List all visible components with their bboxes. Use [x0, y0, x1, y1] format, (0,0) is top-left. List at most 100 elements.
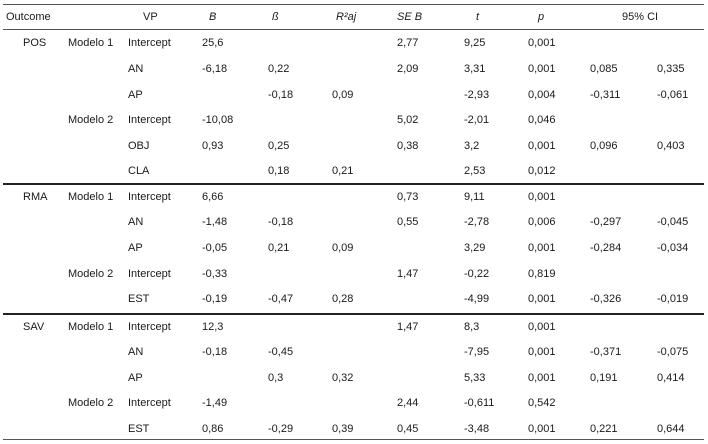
- cell-beta: -0,47: [268, 293, 294, 305]
- cell-p: 0,819: [528, 268, 556, 280]
- cell-ci-lower: -0,297: [590, 216, 622, 228]
- cell-b: 12,3: [202, 321, 224, 333]
- cell-b: -1,48: [202, 216, 228, 228]
- cell-r2aj: 0,39: [332, 423, 354, 435]
- cell-model: Modelo 1: [68, 321, 114, 333]
- cell-seb: 1,47: [397, 321, 419, 333]
- cell-t: -3,48: [464, 423, 490, 435]
- cell-beta: 0,22: [268, 63, 290, 75]
- cell-b: 0,86: [202, 423, 224, 435]
- cell-ci-upper: -0,075: [657, 346, 689, 358]
- cell-vp: EST: [128, 293, 150, 305]
- section-rule-rma: [3, 183, 704, 185]
- cell-t: -7,95: [464, 346, 490, 358]
- cell-p: 0,001: [528, 321, 556, 333]
- cell-vp: OBJ: [128, 140, 150, 152]
- cell-p: 0,001: [528, 191, 556, 203]
- cell-seb: 0,45: [397, 423, 419, 435]
- header-t: t: [476, 11, 480, 23]
- table-row: SAV Modelo 1 Intercept 12,3 1,47 8,3 0,001: [0, 315, 708, 341]
- cell-ci-lower: -0,371: [590, 346, 622, 358]
- cell-p: 0,001: [528, 140, 556, 152]
- cell-ci-upper: 0,414: [657, 372, 685, 384]
- cell-seb: 0,73: [397, 191, 419, 203]
- cell-seb: 2,77: [397, 37, 419, 49]
- cell-ci-lower: -0,326: [590, 293, 622, 305]
- cell-model: Modelo 1: [68, 191, 114, 203]
- table-row: AN -0,18 -0,45 -7,95 0,001 -0,371 -0,075: [0, 340, 708, 366]
- cell-t: 3,2: [464, 140, 480, 152]
- cell-vp: EST: [128, 423, 150, 435]
- cell-ci-lower: -0,284: [590, 242, 622, 254]
- cell-b: -6,18: [202, 63, 228, 75]
- table-row: AP -0,18 0,09 -2,93 0,004 -0,311 -0,061: [0, 83, 708, 109]
- cell-vp: AN: [128, 216, 144, 228]
- cell-b: -1,49: [202, 397, 228, 409]
- table-row: AP 0,3 0,32 5,33 0,001 0,191 0,414: [0, 366, 708, 392]
- cell-p: 0,542: [528, 397, 556, 409]
- table-row: POS Modelo 1 Intercept 25,6 2,77 9,25 0,001: [0, 31, 708, 57]
- cell-r2aj: 0,32: [332, 372, 354, 384]
- cell-ci-lower: 0,096: [590, 140, 618, 152]
- table-row: AN -6,18 0,22 2,09 3,31 0,001 0,085 0,335: [0, 57, 708, 83]
- cell-beta: -0,18: [268, 216, 294, 228]
- cell-vp: Intercept: [128, 191, 171, 203]
- cell-vp: AP: [128, 89, 143, 101]
- cell-vp: Intercept: [128, 268, 171, 280]
- cell-vp: AN: [128, 63, 144, 75]
- cell-vp: Intercept: [128, 397, 171, 409]
- cell-t: 9,11: [464, 191, 485, 203]
- header-seb: SE B: [397, 11, 423, 23]
- cell-t: -2,78: [464, 216, 490, 228]
- cell-b: -0,05: [202, 242, 228, 254]
- cell-b: 25,6: [202, 37, 224, 49]
- cell-ci-lower: 0,191: [590, 372, 618, 384]
- header-rule: [3, 29, 704, 30]
- cell-p: 0,001: [528, 423, 556, 435]
- cell-t: 2,53: [464, 165, 486, 177]
- cell-vp: AN: [128, 346, 144, 358]
- table-row: OBJ 0,93 0,25 0,38 3,2 0,001 0,096 0,403: [0, 134, 708, 160]
- cell-b: -0,33: [202, 268, 228, 280]
- cell-outcome: RMA: [23, 191, 48, 203]
- bottom-rule: [3, 439, 704, 440]
- cell-beta: 0,21: [268, 242, 290, 254]
- top-rule: [3, 4, 704, 5]
- cell-t: 3,29: [464, 242, 486, 254]
- table-row: CLA 0,18 0,21 2,53 0,012: [0, 159, 708, 185]
- cell-p: 0,001: [528, 242, 556, 254]
- cell-vp: Intercept: [128, 114, 171, 126]
- cell-p: 0,001: [528, 346, 556, 358]
- cell-beta: 0,3: [268, 372, 284, 384]
- cell-b: -10,08: [202, 114, 234, 126]
- cell-seb: 2,44: [397, 397, 419, 409]
- cell-model: Modelo 2: [68, 114, 114, 126]
- table-row: RMA Modelo 1 Intercept 6,66 0,73 9,11 0,001: [0, 185, 708, 211]
- header-ci: 95% CI: [622, 11, 659, 23]
- cell-r2aj: 0,09: [332, 89, 354, 101]
- cell-p: 0,006: [528, 216, 556, 228]
- cell-r2aj: 0,21: [332, 165, 354, 177]
- cell-b: 0,93: [202, 140, 224, 152]
- cell-vp: AP: [128, 242, 143, 254]
- cell-t: -0,611: [464, 397, 495, 409]
- cell-model: Modelo 2: [68, 397, 114, 409]
- header-r2aj: R²aj: [336, 11, 357, 23]
- cell-ci-upper: -0,034: [657, 242, 689, 254]
- cell-ci-lower: -0,311: [590, 89, 621, 101]
- cell-beta: -0,18: [268, 89, 294, 101]
- cell-p: 0,004: [528, 89, 556, 101]
- cell-beta: 0,18: [268, 165, 290, 177]
- table-row: Modelo 2 Intercept -10,08 5,02 -2,01 0,046: [0, 108, 708, 134]
- cell-p: 0,001: [528, 372, 556, 384]
- cell-ci-upper: -0,019: [657, 293, 689, 305]
- cell-beta: 0,25: [268, 140, 290, 152]
- cell-seb: 1,47: [397, 268, 419, 280]
- cell-b: -0,19: [202, 293, 228, 305]
- cell-b: -0,18: [202, 346, 228, 358]
- cell-t: 8,3: [464, 321, 480, 333]
- cell-t: -0,22: [464, 268, 490, 280]
- cell-r2aj: 0,28: [332, 293, 354, 305]
- header-outcome: Outcome: [6, 11, 51, 23]
- cell-p: 0,046: [528, 114, 556, 126]
